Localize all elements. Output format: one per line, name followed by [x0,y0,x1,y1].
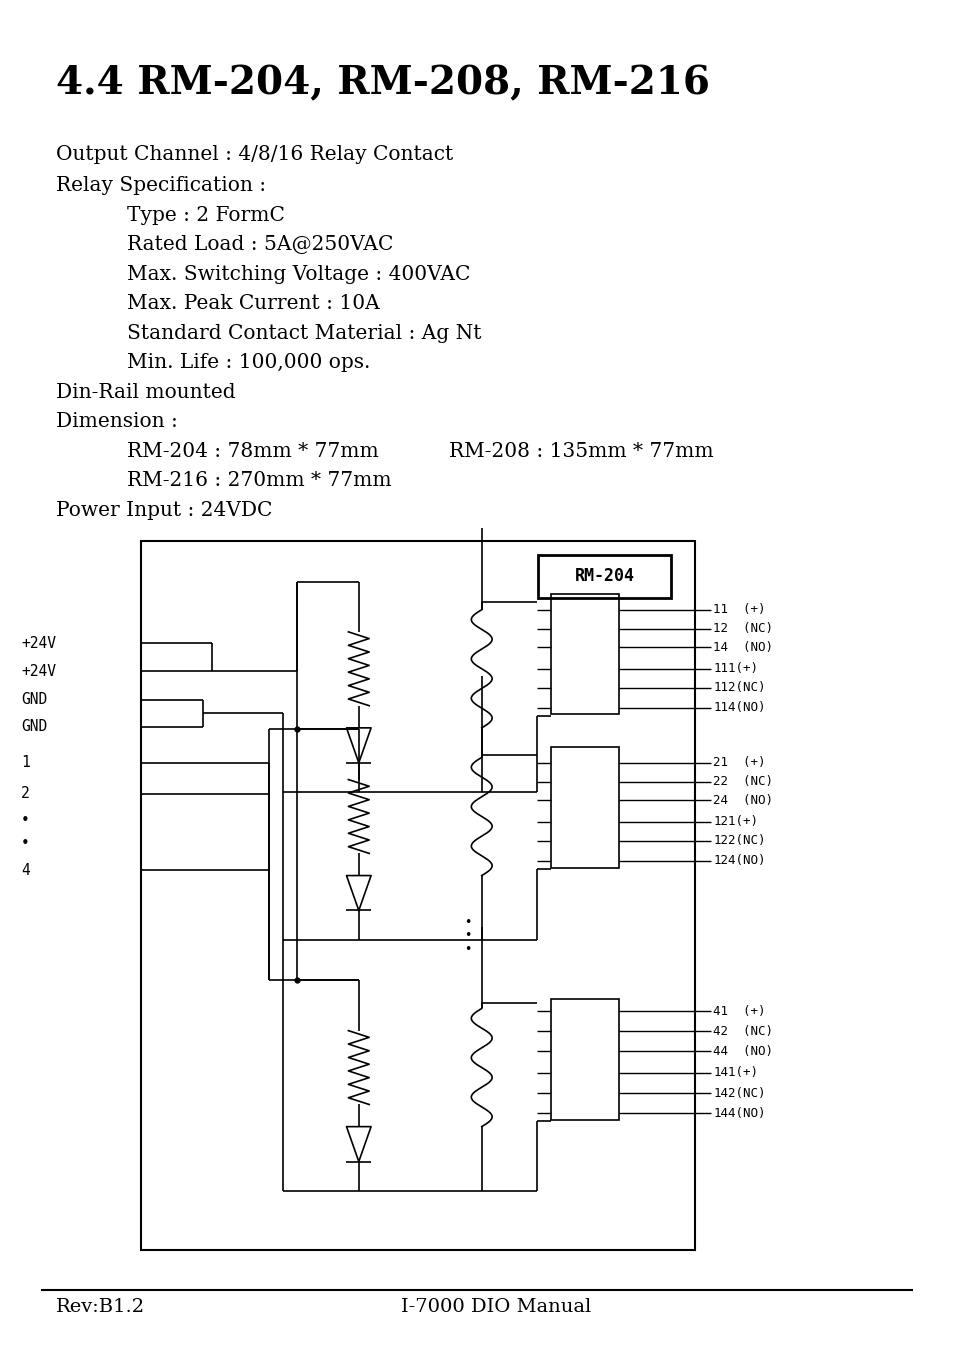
Text: •: • [21,836,30,851]
Text: 21  (+): 21 (+) [713,757,765,769]
Text: Type : 2 FormC: Type : 2 FormC [127,205,285,224]
Text: Output Channel : 4/8/16 Relay Contact: Output Channel : 4/8/16 Relay Contact [56,145,453,165]
Text: Max. Switching Voltage : 400VAC: Max. Switching Voltage : 400VAC [127,265,470,284]
Text: 122(NC): 122(NC) [713,834,765,847]
Text: Rev:B1.2: Rev:B1.2 [56,1298,145,1316]
Text: RM-204 : 78mm * 77mm: RM-204 : 78mm * 77mm [127,442,378,461]
Text: 14  (NO): 14 (NO) [713,640,773,654]
Text: 4.4 RM-204, RM-208, RM-216: 4.4 RM-204, RM-208, RM-216 [56,65,709,103]
Text: Power Input : 24VDC: Power Input : 24VDC [56,501,273,520]
Text: Min. Life : 100,000 ops.: Min. Life : 100,000 ops. [127,353,370,373]
Text: •: • [463,916,471,929]
Text: 124(NO): 124(NO) [713,854,765,867]
Text: I-7000 DIO Manual: I-7000 DIO Manual [401,1298,591,1316]
Text: 11  (+): 11 (+) [713,603,765,616]
Text: +24V: +24V [21,663,56,680]
Text: 112(NC): 112(NC) [713,681,765,694]
Text: 142(NC): 142(NC) [713,1086,765,1100]
Text: RM-204: RM-204 [574,567,634,585]
Text: •: • [21,813,30,828]
Text: RM-216 : 270mm * 77mm: RM-216 : 270mm * 77mm [127,471,392,490]
Text: 44  (NO): 44 (NO) [713,1044,773,1058]
Text: RM-208 : 135mm * 77mm: RM-208 : 135mm * 77mm [448,442,713,461]
Bar [550,1000,618,1120]
Text: 24  (NO): 24 (NO) [713,794,773,807]
Text: 1: 1 [21,755,30,770]
Text: GND: GND [21,719,48,734]
Text: 12  (NC): 12 (NC) [713,621,773,635]
Bar [550,593,618,715]
Text: 4: 4 [21,863,30,878]
Text: 22  (NC): 22 (NC) [713,775,773,788]
Text: 42  (NC): 42 (NC) [713,1025,773,1038]
Text: Relay Specification :: Relay Specification : [56,176,266,195]
Text: 121(+): 121(+) [713,816,758,828]
Text: 144(NO): 144(NO) [713,1106,765,1120]
Bar [141,542,694,1250]
Text: Standard Contact Material : Ag Nt: Standard Contact Material : Ag Nt [127,324,481,343]
Text: 111(+): 111(+) [713,662,758,676]
Text: •: • [463,943,471,957]
Text: Dimension :: Dimension : [56,412,178,431]
Bar [550,747,618,867]
Text: Din-Rail mounted: Din-Rail mounted [56,382,235,401]
Text: GND: GND [21,692,48,707]
Text: +24V: +24V [21,636,56,651]
Text: Max. Peak Current : 10A: Max. Peak Current : 10A [127,295,379,313]
Text: 2: 2 [21,786,30,801]
Bar [537,555,670,597]
Text: 141(+): 141(+) [713,1066,758,1079]
Text: 41  (+): 41 (+) [713,1005,765,1017]
Text: 114(NO): 114(NO) [713,701,765,715]
Text: Rated Load : 5A@250VAC: Rated Load : 5A@250VAC [127,235,393,254]
Text: •: • [463,929,471,943]
